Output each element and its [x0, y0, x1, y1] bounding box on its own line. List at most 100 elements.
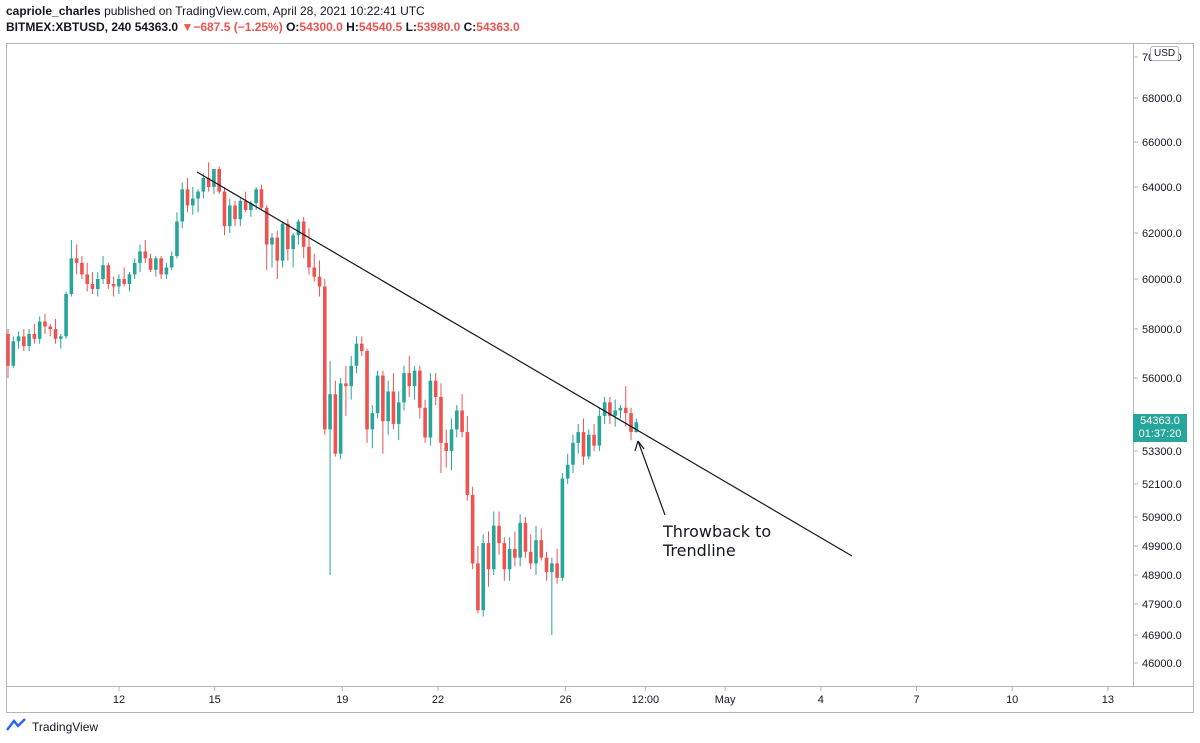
- candle-body[interactable]: [59, 336, 63, 339]
- candle-body[interactable]: [349, 365, 353, 387]
- candle-body[interactable]: [418, 370, 422, 408]
- footer-brand[interactable]: TradingView: [6, 718, 98, 735]
- candle-body[interactable]: [523, 522, 528, 552]
- candle-body[interactable]: [576, 432, 581, 443]
- candle-body[interactable]: [333, 394, 338, 454]
- candle-body[interactable]: [90, 284, 95, 289]
- candle-body[interactable]: [470, 495, 475, 564]
- candle-body[interactable]: [587, 434, 591, 457]
- candle-body[interactable]: [185, 189, 190, 206]
- candle-body[interactable]: [249, 203, 253, 210]
- candle-body[interactable]: [528, 551, 533, 564]
- candle-body[interactable]: [270, 237, 274, 245]
- candle-body[interactable]: [396, 402, 401, 424]
- candle-body[interactable]: [375, 375, 380, 414]
- candle-body[interactable]: [127, 274, 132, 284]
- candle-body[interactable]: [608, 402, 612, 416]
- candle-body[interactable]: [296, 221, 301, 236]
- candle-body[interactable]: [455, 410, 459, 430]
- candle-body[interactable]: [159, 258, 163, 275]
- candle-body[interactable]: [143, 251, 148, 259]
- candle-body[interactable]: [69, 258, 74, 294]
- candle-body[interactable]: [238, 200, 243, 220]
- candle-body[interactable]: [518, 522, 522, 558]
- candle-body[interactable]: [80, 262, 84, 275]
- candle-body[interactable]: [122, 279, 126, 284]
- candle-body[interactable]: [164, 267, 169, 275]
- candle-body[interactable]: [280, 223, 285, 261]
- candle-body[interactable]: [138, 251, 142, 263]
- candle-body[interactable]: [22, 336, 26, 347]
- candle-body[interactable]: [460, 410, 464, 433]
- candle-body[interactable]: [381, 375, 385, 422]
- candle-body[interactable]: [11, 341, 16, 366]
- candle-body[interactable]: [175, 221, 179, 257]
- candle-body[interactable]: [560, 478, 565, 578]
- candle-body[interactable]: [275, 237, 280, 261]
- candle-body[interactable]: [132, 262, 137, 275]
- candle-body[interactable]: [565, 464, 570, 479]
- candle-body[interactable]: [317, 276, 322, 287]
- candle-body[interactable]: [597, 415, 602, 446]
- candle-body[interactable]: [507, 548, 512, 570]
- candle-body[interactable]: [602, 402, 607, 416]
- candle-body[interactable]: [6, 333, 10, 366]
- candle-body[interactable]: [449, 429, 454, 451]
- candle-body[interactable]: [550, 563, 554, 573]
- candle-body[interactable]: [428, 380, 433, 438]
- candle-body[interactable]: [169, 256, 174, 268]
- candle-body[interactable]: [27, 333, 31, 347]
- candle-body[interactable]: [243, 200, 248, 210]
- candle-body[interactable]: [328, 394, 332, 430]
- candle-body[interactable]: [370, 413, 375, 430]
- candle-body[interactable]: [634, 422, 639, 433]
- candle-body[interactable]: [354, 343, 359, 366]
- candle-body[interactable]: [307, 246, 311, 268]
- candle-body[interactable]: [613, 410, 617, 416]
- candle-body[interactable]: [101, 265, 105, 279]
- candle-body[interactable]: [32, 333, 37, 339]
- candle-body[interactable]: [74, 258, 79, 263]
- candle-body[interactable]: [439, 396, 443, 443]
- candle-body[interactable]: [618, 407, 623, 411]
- candle-body[interactable]: [402, 373, 406, 403]
- author-name[interactable]: capriole_charles: [6, 4, 101, 18]
- candle-body[interactable]: [497, 525, 501, 544]
- trendline[interactable]: [196, 171, 853, 557]
- candle-body[interactable]: [227, 205, 232, 227]
- candle-body[interactable]: [486, 543, 491, 570]
- candle-body[interactable]: [53, 329, 58, 339]
- candle-body[interactable]: [37, 321, 42, 339]
- candle-body[interactable]: [491, 525, 496, 570]
- candle-body[interactable]: [148, 258, 153, 270]
- candle-body[interactable]: [502, 543, 507, 570]
- candle-body[interactable]: [423, 407, 427, 438]
- candle-body[interactable]: [206, 178, 211, 187]
- candle-body[interactable]: [16, 336, 21, 342]
- candle-body[interactable]: [291, 235, 295, 250]
- candle-body[interactable]: [444, 442, 449, 451]
- candle-body[interactable]: [233, 205, 237, 220]
- candle-body[interactable]: [433, 380, 438, 397]
- candle-body[interactable]: [539, 540, 544, 558]
- candle-body[interactable]: [154, 258, 158, 270]
- candle-body[interactable]: [623, 407, 628, 414]
- candle-body[interactable]: [95, 279, 100, 289]
- candle-body[interactable]: [286, 223, 290, 250]
- candle-body[interactable]: [312, 267, 317, 277]
- candle-body[interactable]: [85, 274, 89, 284]
- candle-body[interactable]: [212, 169, 216, 187]
- candle-body[interactable]: [391, 391, 396, 424]
- candle-body[interactable]: [534, 540, 538, 564]
- candle-body[interactable]: [407, 373, 412, 387]
- chart-annotation[interactable]: Throwback to Trendline: [663, 522, 771, 560]
- candle-body[interactable]: [191, 198, 195, 206]
- candle-body[interactable]: [571, 442, 575, 465]
- candle-body[interactable]: [555, 563, 559, 578]
- candle-body[interactable]: [344, 383, 348, 387]
- candle-body[interactable]: [222, 191, 227, 227]
- symbol-label[interactable]: BITMEX:XBTUSD, 240: [6, 20, 132, 34]
- candle-body[interactable]: [465, 432, 470, 495]
- candle-body[interactable]: [365, 351, 369, 430]
